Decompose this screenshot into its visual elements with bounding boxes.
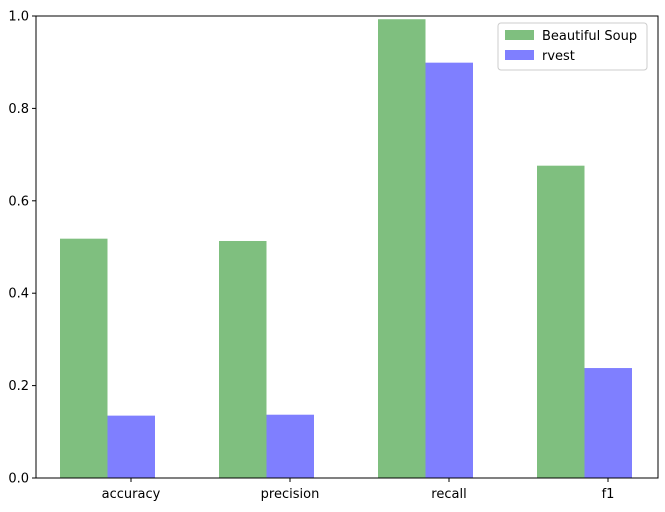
y-tick-label: 0.6 xyxy=(8,194,29,209)
x-tick-label-f1: f1 xyxy=(602,487,615,502)
bars-group xyxy=(60,19,632,479)
legend: Beautiful Soup rvest xyxy=(497,22,648,71)
bar-rvest-recall xyxy=(425,62,473,479)
bar-rvest-precision xyxy=(266,414,314,478)
bar-beautiful-soup-f1 xyxy=(537,165,585,479)
legend-swatch-rvest xyxy=(505,50,534,60)
y-tick-label: 0.2 xyxy=(8,379,29,394)
bar-beautiful-soup-accuracy xyxy=(60,238,108,478)
legend-swatch-beautiful-soup xyxy=(505,30,534,40)
bar-rvest-accuracy xyxy=(107,415,155,478)
x-tick-label-recall: recall xyxy=(431,487,466,502)
bar-rvest-f1 xyxy=(584,368,632,478)
y-tick-label: 0.4 xyxy=(8,287,29,302)
bar-beautiful-soup-recall xyxy=(378,19,426,478)
legend-label-rvest: rvest xyxy=(542,49,575,64)
x-tick-label-precision: precision xyxy=(261,487,320,502)
y-tick-label: 0.8 xyxy=(8,102,29,117)
bar-beautiful-soup-precision xyxy=(219,240,267,478)
legend-label-beautiful-soup: Beautiful Soup xyxy=(542,29,637,44)
x-tick-label-accuracy: accuracy xyxy=(102,487,161,502)
y-tick-label: 0.0 xyxy=(8,472,29,487)
plot-frame xyxy=(35,15,659,479)
legend-frame xyxy=(497,22,648,71)
x-axis: accuracy precision recall f1 xyxy=(102,478,615,502)
y-axis: 0.0 0.2 0.4 0.6 0.8 1.0 xyxy=(8,10,36,487)
y-tick-label: 1.0 xyxy=(8,10,29,25)
